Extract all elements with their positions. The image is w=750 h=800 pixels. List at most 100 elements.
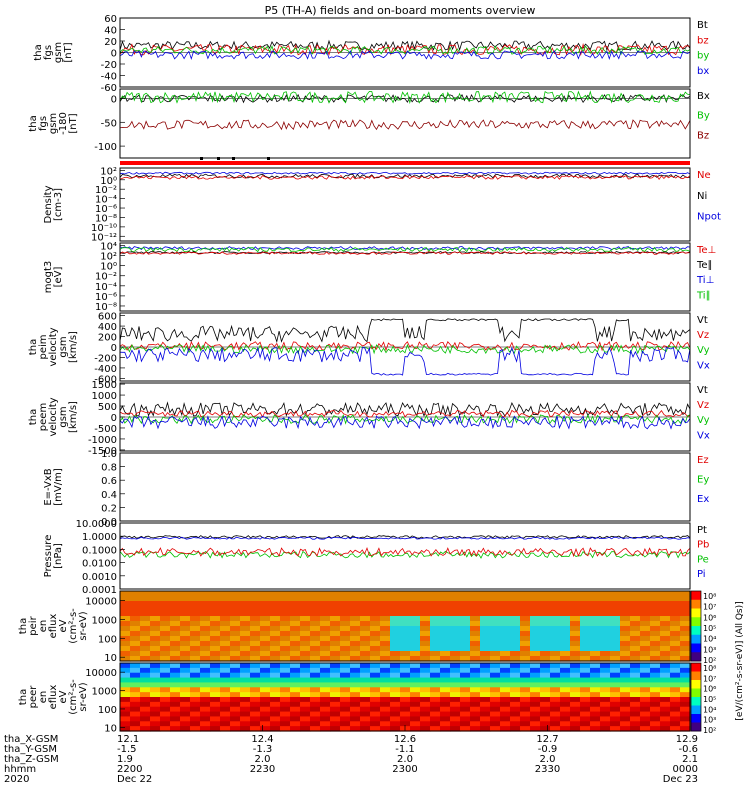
spectrogram-cell — [430, 611, 441, 617]
spectrogram-cell — [570, 706, 581, 713]
spectrogram-cell — [290, 636, 301, 642]
spectrogram-cell — [560, 716, 571, 722]
y-axis-label: thapeemvelocitygsm[km/s] — [28, 397, 79, 436]
x-tick-label: -1.1 — [395, 744, 415, 755]
spectrogram-cell — [350, 721, 361, 727]
spectrogram-cell — [630, 726, 641, 732]
spectrogram-cell — [630, 672, 641, 679]
spectrogram-cell — [420, 601, 431, 607]
spectrogram-cell — [560, 711, 571, 718]
x-row-label: hhmm — [4, 764, 36, 775]
y-axis-label-line: eflux — [48, 685, 59, 710]
spectrogram-cell — [470, 667, 481, 674]
spectrogram-cell — [610, 697, 621, 703]
spectrogram-cell — [210, 601, 221, 607]
spectrogram-cell — [440, 672, 451, 679]
y-tick-label: 10⁻² — [95, 185, 117, 196]
spectrogram-cell — [570, 697, 581, 703]
spectrogram-cell — [330, 656, 341, 662]
spectrogram-cell — [590, 651, 601, 657]
colorbar-tick: 10⁷ — [703, 603, 716, 612]
legend-Ez: Ez — [697, 455, 709, 466]
spectrogram-cell — [490, 667, 501, 674]
spectrogram-cell — [320, 656, 331, 662]
spectrogram-cell — [220, 636, 231, 642]
spectrogram-cell — [570, 726, 581, 732]
spectrogram-cell — [380, 677, 391, 684]
spectrogram-cell — [300, 646, 311, 652]
spectrogram-cell — [400, 692, 411, 698]
spectrogram-cell — [660, 621, 671, 627]
spectrogram-cell — [290, 682, 301, 688]
spectrogram-cell — [500, 601, 511, 607]
spectrogram-cell — [450, 611, 461, 617]
spectrogram-cell — [590, 601, 601, 607]
spectrogram-cell — [570, 631, 581, 637]
spectrogram-cell — [290, 687, 301, 693]
panel-frame — [119, 452, 691, 522]
spectrogram-cell — [390, 606, 401, 612]
spectrogram-cell — [180, 606, 191, 612]
spectrogram-cell — [670, 672, 681, 679]
spectrogram-cell — [320, 591, 331, 597]
spectrogram-cell — [500, 636, 511, 642]
spectrogram-cell — [370, 672, 381, 679]
spectrogram-cell — [650, 621, 661, 627]
spectrogram-cell — [510, 606, 521, 612]
spectrogram-cell — [210, 641, 221, 647]
spectrogram-cell — [640, 596, 651, 602]
x-tick-label: 1.9 — [117, 754, 133, 765]
spectrogram-cell — [170, 636, 181, 642]
series-line-Vx — [119, 346, 691, 376]
y-tick-label: 10⁰ — [100, 176, 117, 187]
spectrogram-cell — [640, 677, 651, 684]
spectrogram-cell — [450, 682, 461, 688]
spectrogram-cell — [310, 677, 321, 684]
spectrogram-cell — [430, 596, 441, 602]
spectrogram-cell — [680, 601, 691, 607]
spectrogram-cell — [650, 697, 661, 703]
spectrogram-cell — [340, 601, 351, 607]
spectrogram-cell — [240, 621, 251, 627]
spectrogram-cell — [140, 656, 151, 662]
spectrogram-cell — [440, 626, 451, 632]
spectrogram-cell — [200, 616, 211, 622]
spectrogram-cell — [530, 716, 541, 722]
y-axis-label-line: [km/s] — [68, 401, 79, 433]
legend-Bz: Bz — [697, 130, 709, 141]
spectrogram-cell — [260, 687, 271, 693]
spectrogram-cell — [410, 591, 421, 597]
spectrogram-cell — [620, 721, 631, 727]
spectrogram-cell — [390, 721, 401, 727]
spectrogram-cell — [640, 636, 651, 642]
spectrogram-cell — [210, 611, 221, 617]
spectrogram-cell — [350, 631, 361, 637]
colorbar-segment — [691, 643, 701, 653]
y-axis-label-line: tha — [33, 44, 44, 60]
spectrogram-cell — [600, 687, 611, 693]
spectrogram-cell — [670, 621, 681, 627]
spectrogram-cell — [630, 591, 641, 597]
spectrogram-cell — [240, 636, 251, 642]
colorbar-segment — [691, 688, 701, 698]
spectrogram-cell — [310, 667, 321, 674]
spectrogram-cell — [250, 641, 261, 647]
spectrogram-cell — [520, 667, 531, 674]
spectrogram-cell — [180, 611, 191, 617]
spectrogram-cell — [310, 611, 321, 617]
spectrogram-cell — [450, 631, 461, 637]
spectrogram-cell — [580, 646, 591, 652]
spectrogram-cell — [630, 701, 641, 708]
x-tick-label: -0.6 — [678, 744, 698, 755]
colorbar-tick: 10⁵ — [703, 624, 716, 633]
spectrogram-cell — [380, 721, 391, 727]
spectrogram-cell — [260, 706, 271, 713]
spectrogram-cell — [290, 706, 301, 713]
spectrogram-cell — [630, 716, 641, 722]
spectrogram-cell — [650, 596, 661, 602]
spectrogram-cell — [170, 726, 181, 732]
y-tick-label: 10⁴ — [100, 242, 117, 253]
colorbar-frame — [690, 662, 702, 732]
spectrogram-cell — [590, 672, 601, 679]
